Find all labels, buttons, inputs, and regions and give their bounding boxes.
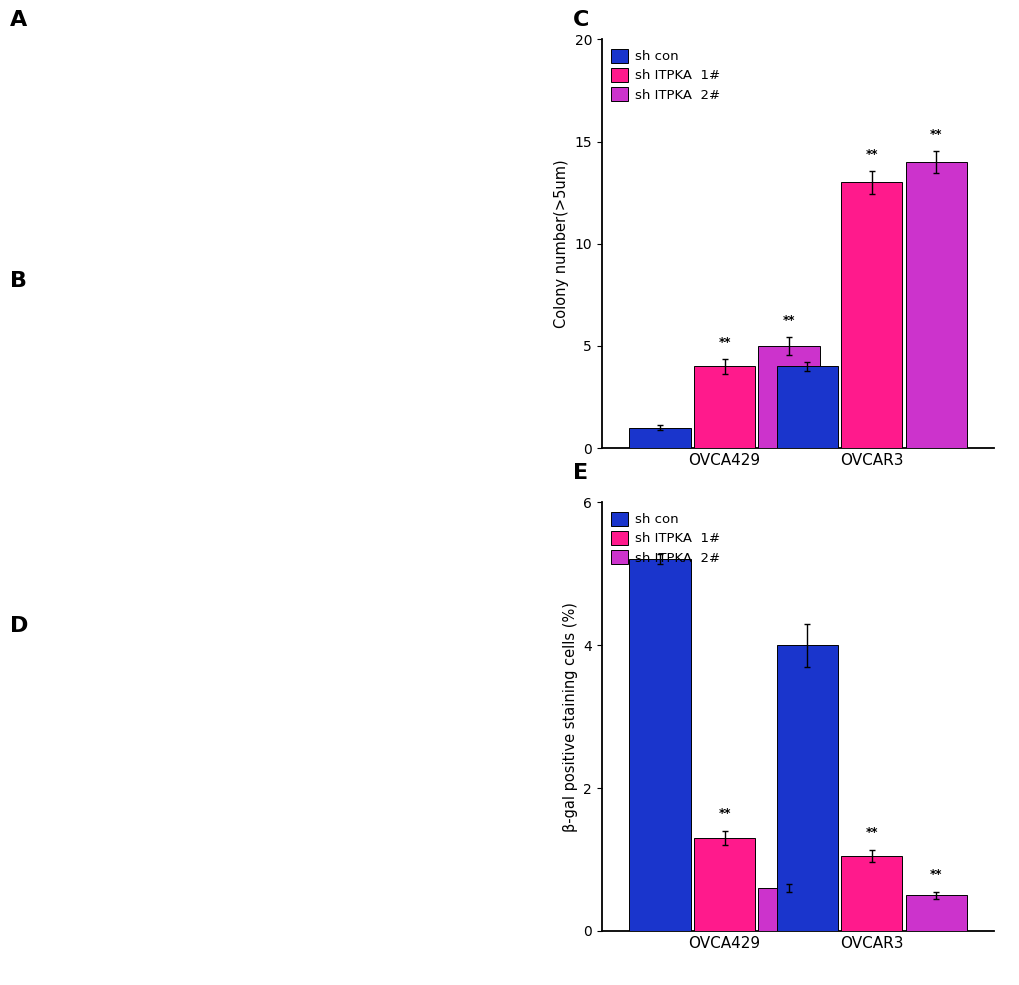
- Bar: [905, 162, 966, 448]
- Text: A: A: [10, 10, 28, 30]
- Text: **: **: [929, 128, 942, 141]
- Text: **: **: [782, 860, 795, 873]
- Bar: [905, 895, 966, 931]
- Y-axis label: Colony number(>5um): Colony number(>5um): [553, 160, 569, 328]
- Bar: [757, 888, 819, 931]
- Text: C: C: [573, 10, 589, 30]
- Bar: [775, 645, 838, 931]
- Text: **: **: [929, 868, 942, 881]
- Bar: [841, 182, 902, 448]
- Bar: [841, 856, 902, 931]
- Text: **: **: [865, 826, 877, 839]
- Bar: [693, 838, 754, 931]
- Legend: sh con, sh ITPKA  1#, sh ITPKA  2#: sh con, sh ITPKA 1#, sh ITPKA 2#: [607, 509, 721, 567]
- Bar: [693, 366, 754, 448]
- Text: D: D: [10, 616, 29, 635]
- Y-axis label: β-gal positive staining cells (%): β-gal positive staining cells (%): [562, 602, 577, 831]
- Bar: [775, 366, 838, 448]
- Bar: [629, 427, 690, 448]
- Bar: [757, 346, 819, 448]
- Text: **: **: [717, 336, 730, 349]
- Text: **: **: [865, 148, 877, 161]
- Text: **: **: [782, 314, 795, 327]
- Bar: [629, 559, 690, 931]
- Text: **: **: [717, 807, 730, 821]
- Legend: sh con, sh ITPKA  1#, sh ITPKA  2#: sh con, sh ITPKA 1#, sh ITPKA 2#: [607, 46, 721, 104]
- Text: B: B: [10, 271, 28, 291]
- Text: E: E: [573, 463, 588, 483]
